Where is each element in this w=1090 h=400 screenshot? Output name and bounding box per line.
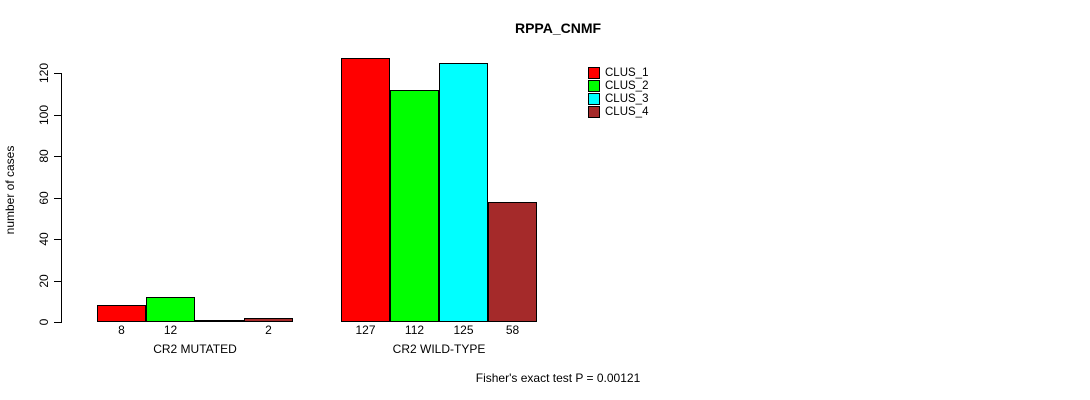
y-axis-label: number of cases bbox=[3, 145, 17, 235]
y-tick-mark bbox=[54, 322, 61, 323]
bar-clus-1-cr2-mutated bbox=[97, 305, 146, 322]
chart-title: RPPA_CNMF bbox=[514, 20, 602, 36]
y-axis-line bbox=[61, 73, 62, 323]
y-tick-mark bbox=[54, 114, 61, 116]
x-axis-label-cr2-wild-type: CR2 WILD-TYPE bbox=[392, 342, 486, 356]
bar-clus-2-cr2-mutated bbox=[146, 297, 195, 322]
y-tick-mark bbox=[54, 280, 61, 282]
bar-value-label: 12 bbox=[163, 323, 178, 337]
legend-label-clus-1: CLUS_1 bbox=[605, 67, 649, 79]
legend-swatch-clus-2 bbox=[588, 80, 600, 92]
y-tick-label: 0 bbox=[37, 318, 51, 326]
annotation-text: Fisher's exact test P = 0.00121 bbox=[475, 371, 641, 385]
bar-value-label: 2 bbox=[265, 323, 272, 337]
bar-clus-4-cr2-wild-type bbox=[488, 202, 537, 322]
y-tick-mark bbox=[54, 197, 61, 199]
y-tick-mark bbox=[54, 73, 61, 74]
x-axis-label-cr2-mutated: CR2 MUTATED bbox=[153, 342, 237, 356]
bar-clus-3-cr2-mutated bbox=[195, 320, 244, 322]
bar-value-label: 127 bbox=[355, 323, 376, 337]
bar-value-label: 125 bbox=[453, 323, 474, 337]
y-tick-label: 120 bbox=[37, 62, 51, 84]
bar-value-label: 58 bbox=[505, 323, 520, 337]
bar-clus-2-cr2-wild-type bbox=[390, 90, 439, 322]
legend-label-clus-4: CLUS_4 bbox=[605, 106, 649, 118]
bar-value-label: 8 bbox=[118, 323, 125, 337]
y-tick-mark bbox=[54, 239, 61, 240]
y-tick-label: 40 bbox=[37, 232, 51, 246]
legend-label-clus-2: CLUS_2 bbox=[605, 80, 649, 92]
y-tick-label: 60 bbox=[37, 190, 51, 205]
y-tick-label: 80 bbox=[37, 149, 51, 163]
legend-swatch-clus-1 bbox=[588, 67, 600, 79]
bar-clus-1-cr2-wild-type bbox=[341, 58, 390, 322]
legend-swatch-clus-4 bbox=[588, 106, 600, 118]
bar-value-label: 112 bbox=[404, 323, 425, 337]
bar-clus-4-cr2-mutated bbox=[244, 318, 293, 322]
y-tick-mark bbox=[54, 156, 61, 157]
bar-clus-3-cr2-wild-type bbox=[439, 63, 488, 322]
legend-label-clus-3: CLUS_3 bbox=[605, 93, 649, 105]
y-tick-label: 20 bbox=[37, 273, 51, 288]
legend-swatch-clus-3 bbox=[588, 93, 600, 105]
y-tick-label: 100 bbox=[37, 104, 51, 125]
